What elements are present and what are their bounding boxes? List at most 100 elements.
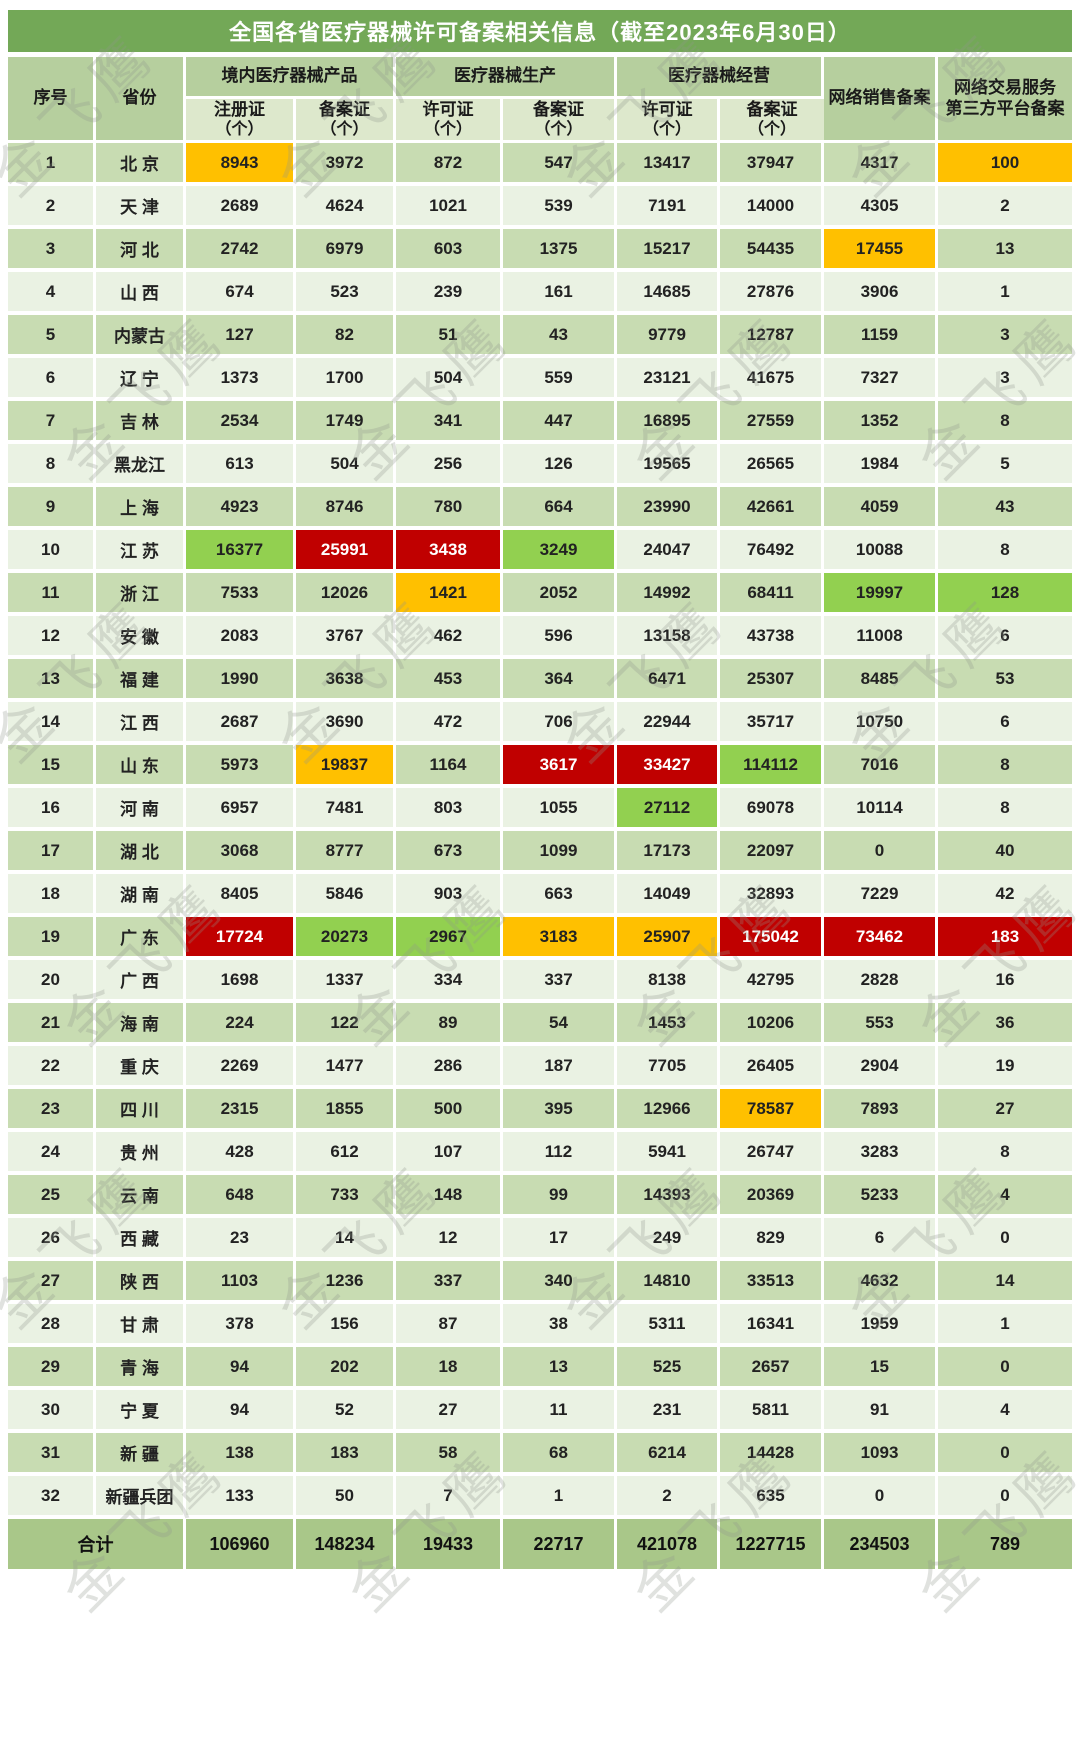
- value-cell: 6471: [617, 659, 720, 702]
- total-value-cell: 19433: [396, 1519, 503, 1569]
- value-cell: 337: [503, 960, 617, 1003]
- serial-cell: 13: [8, 659, 96, 702]
- value-cell: 78587: [720, 1089, 824, 1132]
- value-cell: 1099: [503, 831, 617, 874]
- value-cell: 37947: [720, 143, 824, 186]
- value-cell: 553: [824, 1003, 938, 1046]
- province-cell: 云 南: [96, 1175, 186, 1218]
- value-cell: 1021: [396, 186, 503, 229]
- value-cell: 1: [938, 272, 1072, 315]
- value-cell: 42: [938, 874, 1072, 917]
- value-cell: 635: [720, 1476, 824, 1519]
- title-bar: 全国各省医疗器械许可备案相关信息（截至2023年6月30日）: [8, 10, 1072, 52]
- value-cell: 126: [503, 444, 617, 487]
- value-cell: 5233: [824, 1175, 938, 1218]
- value-cell: 22097: [720, 831, 824, 874]
- value-cell: 33513: [720, 1261, 824, 1304]
- header-col-platform: 网络交易服务 第三方平台备案: [938, 57, 1072, 143]
- value-cell: 2269: [186, 1046, 296, 1089]
- serial-cell: 12: [8, 616, 96, 659]
- value-cell: 337: [396, 1261, 503, 1304]
- header-group-production: 医疗器械生产: [396, 57, 617, 99]
- value-cell: 4632: [824, 1261, 938, 1304]
- value-cell: 133: [186, 1476, 296, 1519]
- value-cell: 447: [503, 401, 617, 444]
- value-cell: 5941: [617, 1132, 720, 1175]
- value-cell: 1236: [296, 1261, 396, 1304]
- value-cell: 20369: [720, 1175, 824, 1218]
- value-cell: 202: [296, 1347, 396, 1390]
- value-cell: 41675: [720, 358, 824, 401]
- serial-cell: 16: [8, 788, 96, 831]
- province-cell: 湖 北: [96, 831, 186, 874]
- header-sub-license-production: 许可证 （个）: [396, 99, 503, 143]
- value-cell: 13: [503, 1347, 617, 1390]
- value-cell: 4317: [824, 143, 938, 186]
- value-cell: 500: [396, 1089, 503, 1132]
- value-cell: 341: [396, 401, 503, 444]
- value-cell: 68: [503, 1433, 617, 1476]
- header-group-operation: 医疗器械经营: [617, 57, 824, 99]
- value-cell: 2742: [186, 229, 296, 272]
- value-cell: 94: [186, 1347, 296, 1390]
- value-cell: 26747: [720, 1132, 824, 1175]
- value-cell: 525: [617, 1347, 720, 1390]
- value-cell: 1093: [824, 1433, 938, 1476]
- total-value-cell: 421078: [617, 1519, 720, 1569]
- value-cell: 664: [503, 487, 617, 530]
- province-cell: 海 南: [96, 1003, 186, 1046]
- province-cell: 贵 州: [96, 1132, 186, 1175]
- serial-cell: 1: [8, 143, 96, 186]
- table-row: 5 内蒙古 127 82 51 43 9779 12787 1159 3: [8, 315, 1072, 358]
- value-cell: 89: [396, 1003, 503, 1046]
- serial-cell: 4: [8, 272, 96, 315]
- value-cell: 19837: [296, 745, 396, 788]
- serial-cell: 10: [8, 530, 96, 573]
- value-cell: 43: [503, 315, 617, 358]
- value-cell: 462: [396, 616, 503, 659]
- value-cell: 1: [503, 1476, 617, 1519]
- serial-cell: 5: [8, 315, 96, 358]
- value-cell: 3283: [824, 1132, 938, 1175]
- province-cell: 新疆兵团: [96, 1476, 186, 1519]
- header-sub-filing-cert-production: 备案证 （个）: [503, 99, 617, 143]
- value-cell: 187: [503, 1046, 617, 1089]
- total-value-cell: 22717: [503, 1519, 617, 1569]
- value-cell: 8: [938, 401, 1072, 444]
- serial-cell: 32: [8, 1476, 96, 1519]
- value-cell: 52: [296, 1390, 396, 1433]
- value-cell: 54: [503, 1003, 617, 1046]
- province-cell: 陕 西: [96, 1261, 186, 1304]
- total-row: 合计 106960 148234 19433 22717 421078 1227…: [8, 1519, 1072, 1569]
- value-cell: 68411: [720, 573, 824, 616]
- value-cell: 25907: [617, 917, 720, 960]
- value-cell: 10088: [824, 530, 938, 573]
- header-col-province: 省份: [96, 57, 186, 143]
- value-cell: 2315: [186, 1089, 296, 1132]
- value-cell: 673: [396, 831, 503, 874]
- value-cell: 5: [938, 444, 1072, 487]
- value-cell: 1373: [186, 358, 296, 401]
- value-cell: 224: [186, 1003, 296, 1046]
- table-footer: 合计 106960 148234 19433 22717 421078 1227…: [8, 1519, 1072, 1569]
- value-cell: 0: [938, 1347, 1072, 1390]
- value-cell: 8777: [296, 831, 396, 874]
- value-cell: 547: [503, 143, 617, 186]
- province-cell: 福 建: [96, 659, 186, 702]
- value-cell: 0: [938, 1218, 1072, 1261]
- serial-cell: 22: [8, 1046, 96, 1089]
- province-cell: 山 东: [96, 745, 186, 788]
- value-cell: 539: [503, 186, 617, 229]
- value-cell: 9779: [617, 315, 720, 358]
- value-cell: 25991: [296, 530, 396, 573]
- total-value-cell: 148234: [296, 1519, 396, 1569]
- value-cell: 6957: [186, 788, 296, 831]
- value-cell: 18: [396, 1347, 503, 1390]
- value-cell: 16: [938, 960, 1072, 1003]
- value-cell: 3: [938, 315, 1072, 358]
- value-cell: 2967: [396, 917, 503, 960]
- value-cell: 3638: [296, 659, 396, 702]
- value-cell: 183: [938, 917, 1072, 960]
- serial-cell: 25: [8, 1175, 96, 1218]
